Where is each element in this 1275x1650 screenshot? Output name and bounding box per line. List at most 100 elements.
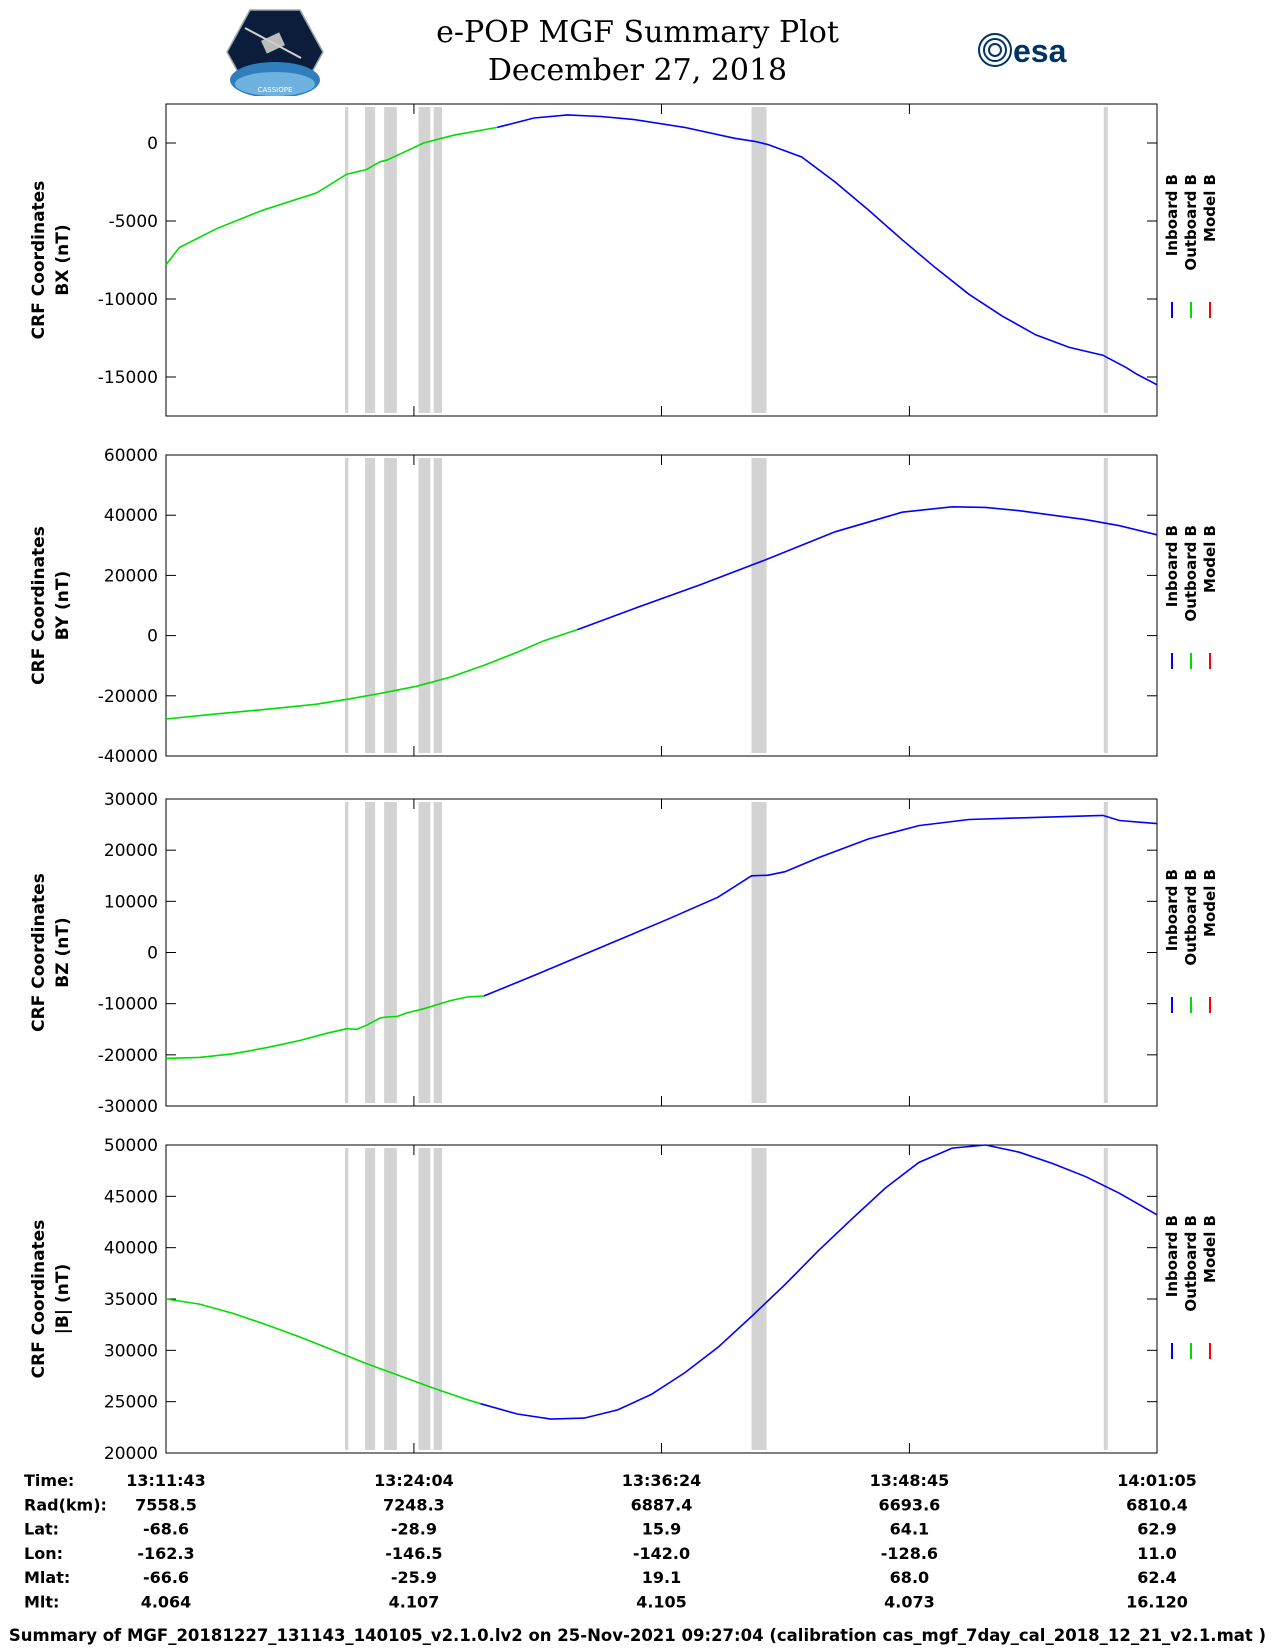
info-cell: 4.107 — [389, 1593, 440, 1612]
info-cell: -25.9 — [391, 1568, 437, 1587]
y-axis-label: CRF Coordinates — [29, 1220, 49, 1379]
mission-logo-text: CASSIOPE — [258, 86, 293, 94]
title-line-1: e-POP MGF Summary Plot — [436, 15, 839, 50]
legend-label: Outboard B — [1182, 869, 1200, 966]
data-gap-band — [344, 107, 349, 413]
data-gap-band — [1103, 107, 1108, 413]
y-tick-label: 30000 — [104, 1341, 158, 1361]
data-gap-band — [433, 802, 443, 1103]
y-tick-label: -40000 — [98, 747, 158, 767]
info-row-label: Rad(km): — [24, 1495, 107, 1514]
info-cell: 13:24:04 — [374, 1471, 454, 1490]
info-cell: 7248.3 — [383, 1495, 445, 1514]
y-tick-label: -20000 — [98, 1046, 158, 1066]
y-axis-label: CRF Coordinates — [29, 526, 49, 685]
series-line-inboard-b — [577, 505, 1158, 631]
info-cell: 4.105 — [636, 1593, 687, 1612]
data-gap-band — [418, 802, 431, 1103]
legend-label: Model B — [1201, 869, 1219, 937]
panel-bz: 30000 20000 10000 0 -10000 -20000 -30000 CRF Co… — [29, 790, 1219, 1117]
legend-label: Outboard B — [1182, 174, 1200, 271]
info-row-label: Lat: — [24, 1520, 59, 1539]
y-tick-label: 40000 — [104, 1239, 158, 1259]
y-tick-label: 25000 — [104, 1393, 158, 1413]
panel-by: 60000 40000 20000 0 -20000 -40000 CRF Coordina… — [29, 446, 1219, 767]
y-tick-label: 20000 — [104, 1444, 158, 1460]
footer-caption: Summary of MGF_20181227_131143_140105_v2… — [8, 1626, 1267, 1645]
data-gap-band — [365, 458, 376, 753]
data-gap-band — [1103, 1148, 1108, 1450]
y-tick-label: 45000 — [104, 1187, 158, 1207]
y-tick-label: -30000 — [98, 1097, 158, 1117]
y-tick-label: -15000 — [98, 368, 158, 388]
y-tick-label: 30000 — [104, 790, 158, 810]
series-line-inboard-b — [480, 1144, 1158, 1420]
y-tick-label: 40000 — [104, 506, 158, 526]
y-tick-label: 20000 — [104, 841, 158, 861]
data-gap-band — [384, 458, 397, 753]
data-gap-band — [344, 458, 349, 753]
info-row-label: Lon: — [24, 1544, 63, 1563]
y-tick-label: 50000 — [104, 1136, 158, 1156]
info-cell: 13:36:24 — [622, 1471, 702, 1490]
data-gap-band — [1103, 802, 1108, 1103]
info-cell: 7558.5 — [135, 1495, 197, 1514]
data-gap-band — [1103, 458, 1108, 753]
series-line-outboard-b — [165, 628, 578, 720]
info-cell: 11.0 — [1137, 1544, 1176, 1563]
info-row-label: Mlt: — [24, 1593, 59, 1612]
y-tick-label: -5000 — [109, 212, 158, 232]
info-cell: 62.4 — [1137, 1568, 1176, 1587]
header: CASSIOPE e-POP MGF Summary Plot December… — [0, 0, 1275, 100]
series-line-outboard-b — [165, 126, 498, 266]
info-cell: 6887.4 — [631, 1495, 693, 1514]
info-cell: 6693.6 — [879, 1495, 941, 1514]
title-line-2: December 27, 2018 — [487, 53, 788, 88]
data-gap-band — [365, 107, 376, 413]
data-gap-band — [433, 458, 443, 753]
panel-bx: 0 -5000 -10000 -15000 CRF Coordinates BX (nT)… — [29, 103, 1219, 417]
data-gap-band — [384, 107, 397, 413]
data-gap-band — [365, 1148, 376, 1450]
info-cell: 16.120 — [1126, 1593, 1188, 1612]
y-tick-label: 0 — [147, 944, 158, 964]
info-cell: -66.6 — [143, 1568, 189, 1587]
data-gap-band — [365, 802, 376, 1103]
legend-label: Model B — [1201, 525, 1219, 593]
y-tick-label: -20000 — [98, 687, 158, 707]
info-cell: -128.6 — [881, 1544, 938, 1563]
plot-title: e-POP MGF Summary Plot December 27, 2018 — [0, 14, 1275, 90]
y-axis-label: BY (nT) — [53, 571, 73, 641]
data-gap-band — [418, 107, 431, 413]
cassiope-mission-logo: CASSIOPE — [226, 9, 324, 96]
data-gap-band — [344, 1148, 349, 1450]
data-gap-band — [384, 1148, 397, 1450]
data-gap-band — [433, 107, 443, 413]
info-cell: -146.5 — [385, 1544, 442, 1563]
info-cell: 14:01:05 — [1117, 1471, 1197, 1490]
legend-label: Inboard B — [1163, 1215, 1181, 1297]
data-gap-band — [344, 802, 349, 1103]
data-gap-band — [433, 1148, 443, 1450]
info-cell: 4.073 — [884, 1593, 935, 1612]
info-cell: 15.9 — [642, 1520, 681, 1539]
data-gap-band — [384, 802, 397, 1103]
y-tick-label: 0 — [147, 627, 158, 647]
series-line-outboard-b — [165, 1298, 481, 1405]
y-tick-label: 0 — [147, 134, 158, 154]
series-line-outboard-b — [165, 995, 484, 1060]
series-line-inboard-b — [483, 814, 1158, 997]
info-cell: 62.9 — [1137, 1520, 1176, 1539]
legend-label: Outboard B — [1182, 525, 1200, 622]
y-tick-label: -10000 — [98, 995, 158, 1015]
info-cell: -162.3 — [137, 1544, 194, 1563]
info-row-label: Time: — [24, 1471, 74, 1490]
data-gap-band — [751, 802, 767, 1103]
info-cell: 13:48:45 — [870, 1471, 950, 1490]
y-tick-label: 10000 — [104, 892, 158, 912]
panel-bmag: 50000 45000 40000 35000 30000 25000 20000 CRF C… — [29, 1136, 1219, 1460]
legend-label: Inboard B — [1163, 525, 1181, 607]
y-tick-label: 20000 — [104, 566, 158, 586]
